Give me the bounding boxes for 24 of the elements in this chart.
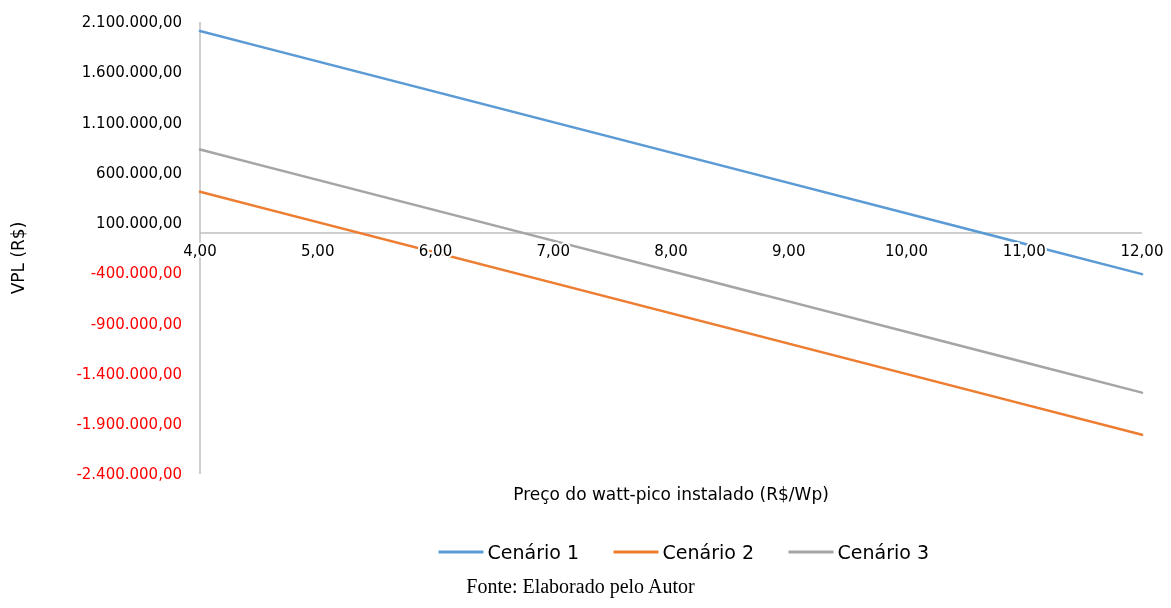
y-tick-label: 600.000,00 bbox=[96, 163, 182, 182]
x-tick-label: 7,00 bbox=[536, 241, 570, 260]
x-tick-label: 8,00 bbox=[654, 241, 688, 260]
x-axis-title: Preço do watt-pico instalado (R$/Wp) bbox=[513, 484, 829, 504]
y-tick-label: -2.400.000,00 bbox=[76, 465, 182, 484]
source-note: Fonte: Elaborado pelo Autor bbox=[466, 575, 695, 598]
y-tick-label: -1.400.000,00 bbox=[76, 364, 182, 383]
y-tick-label: -1.900.000,00 bbox=[76, 415, 182, 434]
y-tick-label: 2.100.000,00 bbox=[81, 13, 182, 32]
x-tick-label: 11,00 bbox=[1002, 241, 1046, 260]
y-tick-label: 1.100.000,00 bbox=[81, 113, 182, 132]
x-tick-label: 9,00 bbox=[772, 241, 806, 260]
x-tick-label: 5,00 bbox=[301, 241, 335, 260]
x-tick-label: 4,00 bbox=[183, 241, 217, 260]
y-tick-label: 1.600.000,00 bbox=[81, 63, 182, 82]
legend-label: Cenário 2 bbox=[662, 540, 754, 563]
y-tick-label: -900.000,00 bbox=[90, 314, 182, 333]
y-axis-title: VPL (R$) bbox=[8, 221, 28, 295]
y-tick-label: 100.000,00 bbox=[96, 214, 182, 233]
y-tick-label: -400.000,00 bbox=[90, 264, 182, 283]
legend-label: Cenário 3 bbox=[837, 540, 929, 563]
legend-label: Cenário 1 bbox=[487, 540, 579, 563]
x-tick-label: 12,00 bbox=[1120, 241, 1164, 260]
x-tick-label: 10,00 bbox=[885, 241, 928, 260]
